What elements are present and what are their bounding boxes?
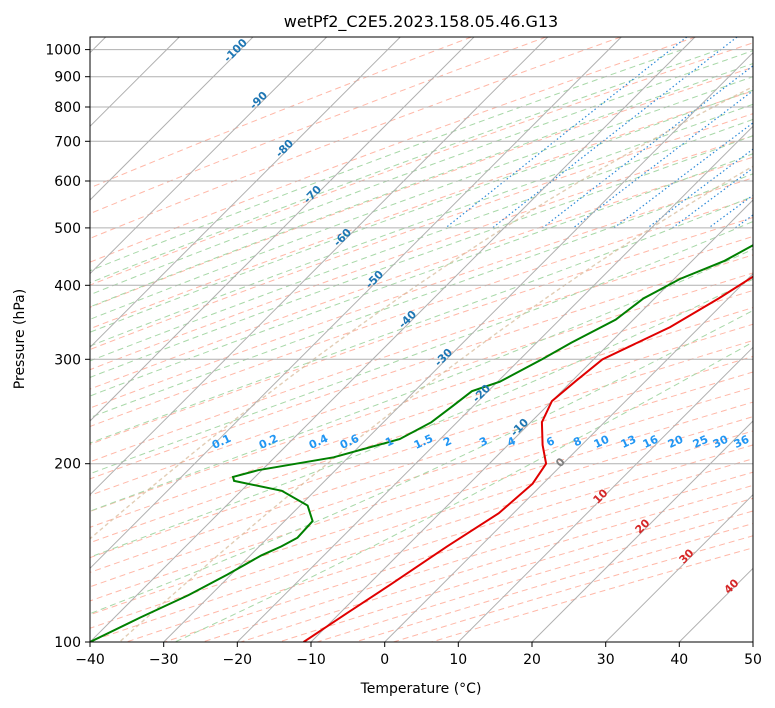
y-tick-label-2: 300 [54,352,81,368]
reference-lines [90,37,753,642]
dry-adiabat-11 [90,197,753,428]
dry-adiabat-20 [90,355,753,573]
isotherm-23 [605,493,753,642]
temperature-line [303,275,753,642]
dry-adiabat-9 [90,156,753,390]
dry-adiabat-19 [90,339,753,559]
isotherm-10 [90,37,254,201]
y-tick-label-0: 100 [54,635,81,651]
moist-adiabat-11 [90,195,753,444]
x-axis-title: Temperature (°C) [360,681,482,697]
y-tick-label-6: 700 [54,134,81,150]
isotherm-19 [310,199,753,642]
dry-adiabat-3 [90,37,696,263]
dry-adiabat-10 [90,177,753,409]
x-tick-label-1: −30 [149,652,179,668]
x-tick-label-2: −20 [223,652,253,668]
isotherm-14 [90,37,549,496]
moist-adiabat-7 [90,118,753,362]
isotherm-17 [163,51,753,642]
isotherm-21 [457,346,753,642]
moist-adiabat-0 [90,49,683,272]
y-axis-title: Pressure (hPa) [12,289,28,389]
moist-adiabat-13 [90,248,753,512]
x-tick-label-3: −10 [296,652,326,668]
dry-adiabat-16 [90,289,753,513]
y-tick-label-3: 400 [54,278,81,294]
mixing-ratio-label-12: 13 [619,433,638,451]
reference-curve-1 [119,165,753,642]
isotherm-13 [90,37,475,422]
moist-adiabat-9 [90,153,753,397]
y-tick-label-5: 600 [54,174,81,190]
x-tick-label-7: 30 [597,652,615,668]
moist-adiabat-1 [90,49,720,284]
mixing-ratio-label-16: 30 [711,433,731,451]
chart-title: wetPf2_C2E5.2023.158.05.46.G13 [284,12,558,32]
isotherm-11 [90,37,328,275]
moist-adiabat-5 [90,89,753,333]
moist-adiabat-4 [90,76,753,320]
dry-adiabat-14 [90,254,753,480]
dry-adiabat-17 [90,307,753,528]
isotherm-15 [90,37,622,570]
isotherm-12 [90,37,401,349]
reference-curve-0 [90,85,753,540]
dry-adiabat-4 [90,42,753,286]
dry-adiabat-5 [90,66,753,308]
plot-frame [89,36,754,643]
x-tick-label-9: 50 [744,652,762,668]
mixing-ratio-label-13: 16 [641,433,661,451]
moist-adiabat-14 [90,278,753,558]
mixing-ratio-line-2 [542,65,753,229]
data-series [90,244,753,642]
dry-adiabat-2 [90,37,622,239]
x-tick-label-0: −40 [75,652,105,668]
y-tick-label-9: 1000 [45,43,81,59]
y-tick-label-8: 900 [54,70,81,86]
y-tick-label-7: 800 [54,100,81,116]
isotherm-18 [236,125,753,642]
y-tick-label-1: 200 [54,457,81,473]
mixing-ratio-label-15: 25 [691,433,710,451]
isotherm-16 [90,37,696,642]
x-tick-label-6: 20 [523,652,541,668]
isotherm-22 [531,420,753,642]
x-tick-label-4: 0 [380,652,389,668]
x-tick-label-5: 10 [449,652,467,668]
axes: −40 −30 −20 −10 0 10 20 30 40 50 100 200 300 400 500 60… [45,43,762,668]
mixing-ratio-label-11: 10 [592,433,612,451]
dewpoint-line [90,244,753,642]
dry-adiabat-22 [90,386,753,602]
moist-adiabat-12 [90,220,753,475]
mixing-ratio-line-6 [672,167,753,229]
x-tick-label-8: 40 [670,652,688,668]
mixing-ratio-label-14: 20 [666,433,686,451]
mixing-ratio-line-3 [572,89,753,229]
isotherm-20 [384,272,753,642]
y-tick-label-4: 500 [54,221,81,237]
mixing-ratio-label-17: 36 [732,433,752,451]
